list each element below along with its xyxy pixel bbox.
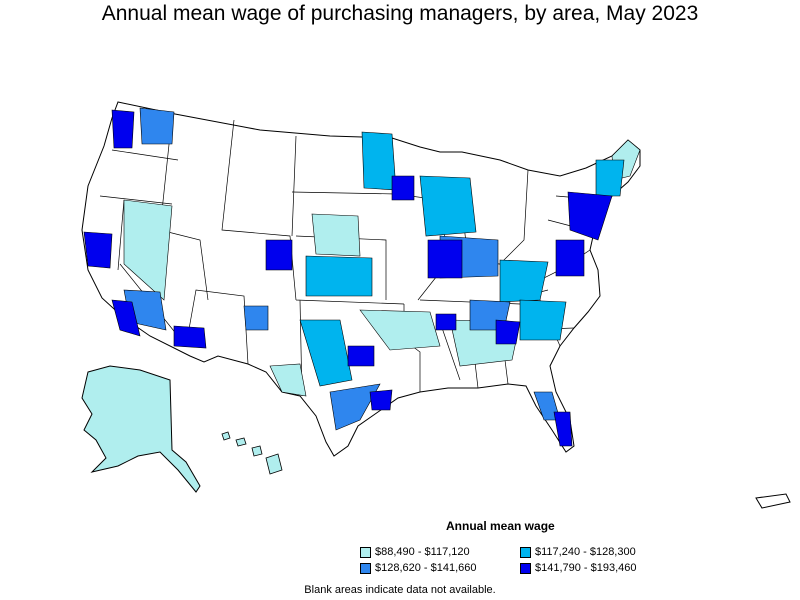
region-dc-baltimore	[555, 239, 585, 277]
legend-title: Annual mean wage	[446, 519, 555, 533]
region-dallas	[347, 345, 375, 367]
legend-swatch-4	[520, 562, 531, 574]
region-nevada	[123, 199, 173, 301]
legend-label-4: $141,790 - $193,460	[535, 562, 637, 574]
region-seattle	[111, 109, 135, 149]
region-great-lakes	[419, 175, 477, 237]
hawaii-islands	[221, 431, 283, 475]
region-arizona-south	[243, 305, 269, 331]
region-sf-bay	[83, 231, 113, 269]
legend-swatch-3	[360, 562, 371, 574]
region-west-texas	[269, 363, 307, 397]
puerto-rico-shape	[755, 493, 791, 509]
region-northern-plains	[311, 213, 361, 257]
region-chicago	[427, 239, 463, 279]
region-appalachia	[499, 259, 549, 303]
region-texas-central	[299, 319, 353, 387]
legend-label-2: $117,240 - $128,300	[535, 546, 636, 558]
region-minnesota-north	[361, 131, 397, 191]
region-southern-belt	[359, 309, 441, 351]
region-texas-coast	[329, 383, 381, 431]
legend-swatch-1	[360, 546, 371, 558]
alaska-shape	[81, 365, 201, 493]
region-atlanta	[495, 319, 521, 345]
legend-label-1: $88,490 - $117,120	[375, 546, 470, 558]
legend-label-3: $128,620 - $141,660	[375, 562, 477, 574]
region-northeast-corridor	[567, 191, 613, 241]
region-kansas	[305, 255, 373, 297]
region-minneapolis	[391, 175, 415, 201]
footnote: Blank areas indicate data not available.	[304, 584, 496, 596]
region-memphis	[435, 313, 457, 331]
region-georgia-carolinas	[519, 299, 567, 341]
legend-swatch-2	[520, 546, 531, 558]
region-phoenix	[173, 325, 207, 349]
region-washington-west	[139, 107, 175, 145]
region-houston	[369, 389, 393, 411]
legend-item-3: $128,620 - $141,660	[360, 562, 477, 574]
region-los-angeles	[111, 299, 141, 337]
legend-item-1: $88,490 - $117,120	[360, 546, 470, 558]
region-denver	[265, 239, 293, 271]
legend-item-4: $141,790 - $193,460	[520, 562, 637, 574]
wage-area-regions	[83, 107, 641, 447]
map-title: Annual mean wage of purchasing managers,…	[101, 2, 699, 25]
region-new-england	[595, 159, 625, 197]
region-south-florida	[553, 411, 573, 447]
legend-item-2: $117,240 - $128,300	[520, 546, 636, 558]
